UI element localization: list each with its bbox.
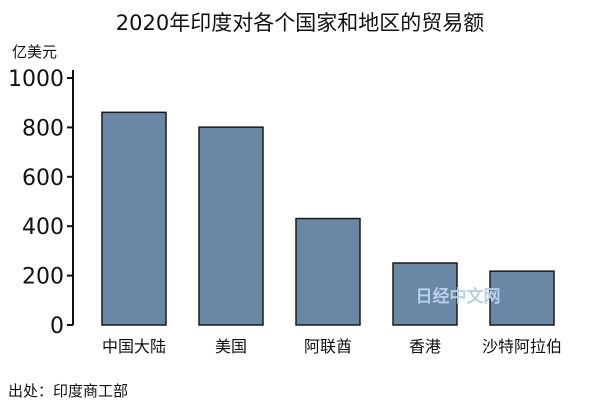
bar — [101, 111, 167, 326]
source-note: 出处：印度商工部 — [8, 382, 128, 400]
bar — [295, 217, 361, 326]
bars — [101, 111, 555, 326]
watermark: 日经中文网 — [416, 286, 501, 307]
bar — [489, 270, 555, 326]
y-tick-label: 200 — [22, 265, 64, 290]
x-category-label: 沙特阿拉伯 — [482, 337, 562, 356]
chart-title: 2020年印度对各个国家和地区的贸易额 — [116, 11, 484, 35]
y-tick-label: 800 — [22, 116, 64, 141]
x-category-label: 美国 — [215, 337, 247, 356]
y-axis-unit-label: 亿美元 — [12, 43, 57, 61]
y-tick-label: 1000 — [8, 67, 64, 92]
y-axis: 0 200 400 600 800 1000 — [8, 67, 74, 339]
y-tick-label: 600 — [22, 166, 64, 191]
x-category-label: 香港 — [409, 337, 441, 356]
x-category-label: 阿联酋 — [304, 337, 352, 356]
x-axis-categories: 中国大陆 美国 阿联酋 香港 沙特阿拉伯 — [102, 337, 562, 356]
bar — [198, 126, 264, 326]
bar — [392, 262, 458, 326]
y-tick-label: 0 — [50, 314, 64, 339]
x-category-label: 中国大陆 — [102, 337, 166, 356]
y-tick-label: 400 — [22, 215, 64, 240]
